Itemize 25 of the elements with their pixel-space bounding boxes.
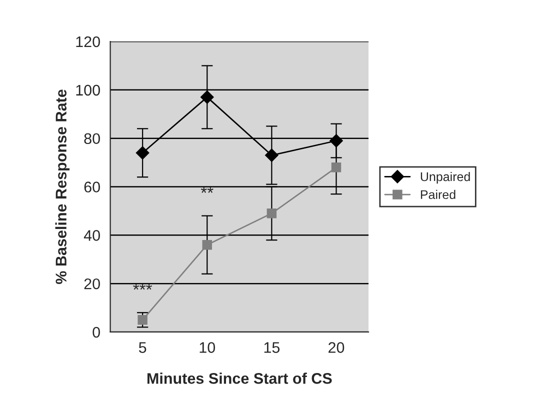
annotation: *** <box>133 284 152 290</box>
y-tick-label: 60 <box>84 182 100 192</box>
point <box>138 315 148 325</box>
x-tick-label: 10 <box>200 342 216 353</box>
y-tick-label: 0 <box>92 326 100 338</box>
y-tick-label: 120 <box>76 36 100 48</box>
point <box>202 240 212 250</box>
x-tick-label: 20 <box>328 342 344 353</box>
x-tick-label: 15 <box>264 342 280 353</box>
point <box>331 162 342 172</box>
annotation: ** <box>200 186 214 193</box>
y-tick-label: 40 <box>84 230 100 241</box>
point <box>136 146 150 160</box>
x-tick-label: 5 <box>138 342 146 353</box>
legend-label: Paired <box>420 190 456 200</box>
point <box>200 90 214 104</box>
y-tick-label: 20 <box>84 278 100 290</box>
point <box>330 134 343 148</box>
y-tick-label: 80 <box>84 133 100 144</box>
point <box>265 148 278 162</box>
y-tick-label: 100 <box>76 84 100 96</box>
point <box>266 208 277 218</box>
legend-label: Unpaired <box>420 172 470 184</box>
x-axis-title: Minutes Since Start of CS <box>147 372 332 384</box>
y-axis-title: % Baseline Response Rate <box>55 90 70 284</box>
